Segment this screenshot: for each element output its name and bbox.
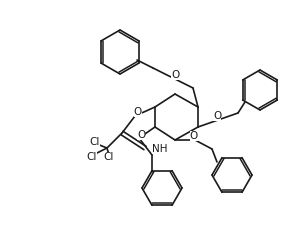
Text: O: O — [213, 111, 221, 121]
Text: O: O — [134, 107, 142, 117]
Text: Cl: Cl — [90, 137, 100, 147]
Text: O: O — [171, 70, 179, 80]
Text: NH: NH — [152, 144, 168, 154]
Text: Cl: Cl — [87, 152, 97, 162]
Text: Cl: Cl — [104, 152, 114, 162]
Text: O: O — [137, 130, 145, 140]
Text: O: O — [190, 131, 198, 141]
